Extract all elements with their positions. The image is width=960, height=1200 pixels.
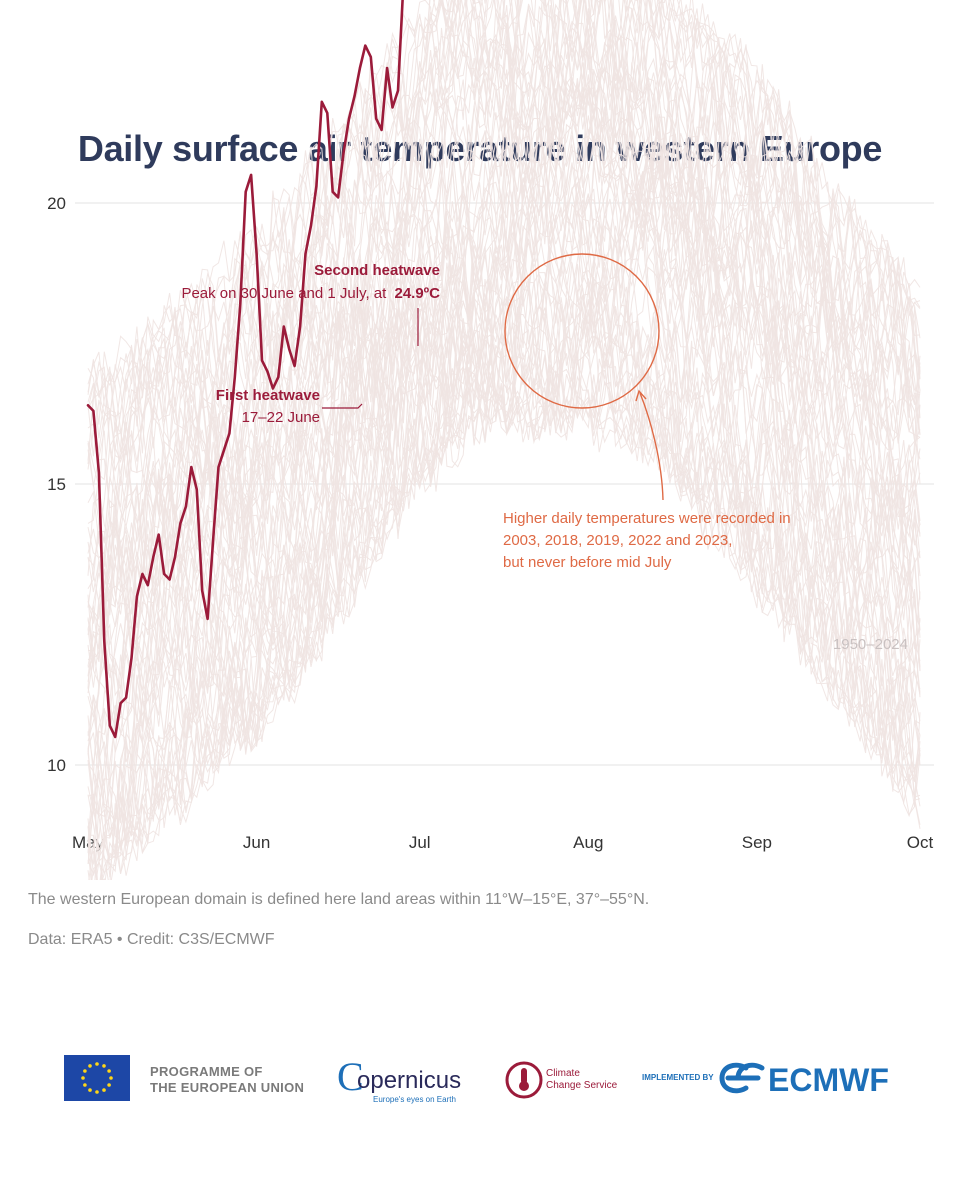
eu-programme-label: PROGRAMME OF THE EUROPEAN UNION: [150, 1064, 305, 1095]
historical-line: [87, 0, 921, 876]
eu-star: [88, 1064, 92, 1068]
y-tick-label-20: 20: [47, 194, 66, 213]
historical-line: [87, 112, 921, 749]
ecmwf-logo: ECMWF: [719, 1062, 889, 1098]
eu-star: [102, 1088, 106, 1092]
second-heatwave-text: Peak on 30 June and 1 July, at 24.9ºC: [181, 285, 440, 302]
first-heatwave-dates: 17–22 June: [242, 409, 320, 426]
eu-star: [95, 1090, 99, 1094]
eu-star: [102, 1064, 106, 1068]
historical-line: [87, 0, 921, 690]
historical-line: [91, 15, 921, 880]
svg-text:Climate: Climate: [546, 1068, 580, 1079]
x-tick-label-jun: Jun: [243, 833, 270, 852]
historical-line: [87, 118, 921, 878]
svg-text:opernicus: opernicus: [357, 1067, 461, 1094]
eu-star: [109, 1076, 113, 1080]
first-heatwave-title: First heatwave: [216, 387, 320, 404]
x-tick-label-sep: Sep: [742, 833, 772, 852]
implemented-by-label: IMPLEMENTED BY: [642, 1073, 714, 1082]
x-tick-label-oct: Oct: [907, 833, 934, 852]
records-arrow-head: [635, 389, 647, 402]
historical-line: [87, 230, 921, 880]
eu-star: [95, 1062, 99, 1066]
historical-line: [87, 129, 921, 880]
historical-line: [87, 31, 921, 703]
eu-star: [83, 1069, 87, 1073]
series-2025-line: [86, 0, 404, 739]
footnote-credit: Data: ERA5 • Credit: C3S/ECMWF: [28, 931, 275, 948]
eu-star: [88, 1088, 92, 1092]
y-tick-label-15: 15: [47, 475, 66, 494]
climate-change-service-logo: Climate Change Service: [505, 1061, 618, 1099]
logo-strip: PROGRAMME OF THE EUROPEAN UNION C operni…: [0, 1040, 960, 1120]
historical-line: [87, 38, 921, 876]
records-note-line3: but never before mid July: [503, 554, 672, 571]
historical-line: [87, 50, 921, 644]
y-axis-labels: 10152025ºC: [47, 194, 66, 775]
historical-line: [87, 0, 921, 853]
records-note-line1: Higher daily temperatures were recorded …: [503, 510, 791, 527]
svg-text:Europe's eyes on Earth: Europe's eyes on Earth: [373, 1095, 456, 1104]
first-heatwave-leader: [322, 403, 363, 409]
records-note-line2: 2003, 2018, 2019, 2022 and 2023,: [503, 532, 732, 549]
eu-star: [81, 1076, 85, 1080]
historical-line: [87, 36, 921, 618]
x-tick-label-jul: Jul: [409, 833, 431, 852]
svg-text:Change Service: Change Service: [546, 1080, 618, 1091]
eu-star: [107, 1069, 111, 1073]
historical-line: [87, 243, 921, 711]
historical-line: [87, 0, 921, 660]
records-arrow: [639, 392, 664, 501]
second-heatwave-title: Second heatwave: [314, 262, 440, 279]
historical-line: [87, 222, 921, 880]
copernicus-logo: C opernicus Europe's eyes on Earth: [337, 1054, 461, 1104]
footnote-domain: The western European domain is defined h…: [28, 891, 650, 908]
historical-line: [87, 19, 921, 742]
historical-line: [87, 0, 921, 798]
svg-text:C: C: [337, 1054, 364, 1099]
records-highlight-circle: [504, 253, 660, 409]
historical-line: [87, 0, 921, 864]
historical-line: [87, 0, 921, 851]
historical-line: [87, 0, 921, 609]
historical-line: [87, 0, 921, 607]
x-axis-labels: May Jun Jul Aug Sep Oct: [72, 833, 934, 852]
historical-line: [87, 34, 921, 650]
historical-label: 1950–2024: [833, 636, 908, 653]
historical-line: [87, 149, 921, 668]
eu-flag-icon: [64, 1055, 130, 1101]
y-tick-label-10: 10: [47, 756, 66, 775]
historical-lines-1950-2024: [87, 0, 921, 880]
x-tick-label-aug: Aug: [573, 833, 603, 852]
svg-text:ECMWF: ECMWF: [768, 1062, 889, 1098]
eu-star: [107, 1083, 111, 1087]
eu-star: [83, 1083, 87, 1087]
historical-line: [87, 198, 921, 880]
